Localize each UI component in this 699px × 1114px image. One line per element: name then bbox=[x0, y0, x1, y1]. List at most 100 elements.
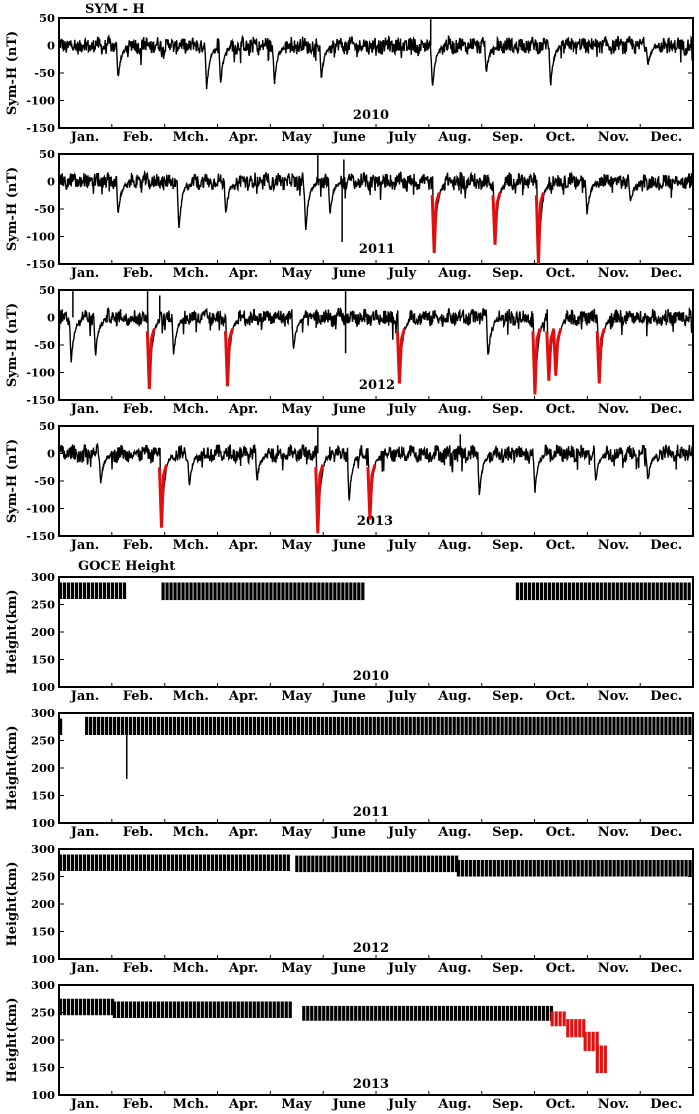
height-bar bbox=[395, 855, 399, 873]
height-bar bbox=[568, 716, 572, 735]
height-bar bbox=[114, 582, 119, 599]
height-bar bbox=[380, 716, 384, 735]
height-bar bbox=[165, 582, 169, 601]
height-bar bbox=[508, 716, 512, 735]
x-tick-label: July bbox=[387, 825, 417, 840]
height-bar bbox=[481, 1005, 486, 1021]
y-tick-label: 150 bbox=[31, 1061, 55, 1075]
x-tick-label: May bbox=[281, 689, 312, 704]
height-bar bbox=[628, 860, 632, 877]
x-tick-label: Mch. bbox=[173, 1097, 209, 1112]
height-bar bbox=[419, 855, 423, 873]
height-bar bbox=[535, 582, 539, 601]
height-bar bbox=[260, 1001, 264, 1018]
height-bar bbox=[216, 1001, 220, 1018]
y-axis-label: Sym-H (nT) bbox=[5, 167, 20, 251]
x-tick-label: Mch. bbox=[173, 689, 209, 704]
height-bar bbox=[138, 854, 143, 871]
height-bar bbox=[390, 1005, 394, 1021]
height-bar bbox=[314, 1005, 318, 1021]
y-tick-label: 150 bbox=[31, 925, 55, 939]
height-bar bbox=[270, 854, 274, 871]
height-bar bbox=[423, 855, 427, 873]
height-bar bbox=[315, 855, 319, 873]
storm-highlight bbox=[545, 328, 556, 381]
x-tick-label: Oct. bbox=[546, 1097, 576, 1112]
height-bar bbox=[616, 860, 620, 877]
height-bar bbox=[378, 1005, 382, 1021]
height-bar bbox=[328, 716, 332, 735]
height-bar bbox=[197, 582, 201, 601]
height-bar bbox=[588, 716, 592, 735]
height-bar bbox=[460, 716, 464, 735]
height-bar bbox=[400, 716, 404, 735]
x-tick-label: Jan. bbox=[70, 402, 100, 417]
height-bar bbox=[304, 716, 308, 735]
height-bar bbox=[600, 860, 604, 877]
storm-highlight bbox=[366, 464, 377, 520]
height-bar bbox=[158, 854, 163, 871]
height-bar bbox=[439, 855, 443, 873]
height-bar bbox=[576, 860, 580, 877]
height-bar bbox=[364, 716, 368, 735]
height-bar bbox=[579, 582, 583, 601]
height-bar bbox=[245, 582, 249, 601]
y-tick-label: 0 bbox=[47, 39, 55, 53]
x-tick-label: Jan. bbox=[70, 266, 100, 281]
height-bar bbox=[132, 1001, 137, 1018]
x-tick-label: Feb. bbox=[123, 961, 153, 976]
height-bar bbox=[237, 582, 241, 601]
height-bar bbox=[232, 1001, 236, 1018]
height-bar bbox=[114, 854, 119, 871]
height-bar bbox=[615, 582, 619, 601]
height-bar bbox=[627, 582, 631, 601]
height-bar bbox=[398, 1005, 402, 1021]
height-bar bbox=[547, 582, 551, 601]
height-bar bbox=[85, 716, 89, 735]
x-tick-label: Dec. bbox=[650, 961, 682, 976]
height-bar bbox=[391, 855, 395, 873]
x-tick-label: Nov. bbox=[598, 825, 629, 840]
height-bar bbox=[234, 854, 238, 871]
height-bar bbox=[262, 854, 266, 871]
height-bar bbox=[194, 854, 199, 871]
height-bar bbox=[555, 582, 559, 601]
x-tick-label: Nov. bbox=[598, 402, 629, 417]
height-bar bbox=[631, 582, 635, 601]
height-bar bbox=[125, 716, 129, 735]
height-bar bbox=[412, 716, 416, 735]
height-bar bbox=[284, 716, 289, 735]
height-bar bbox=[434, 1005, 438, 1021]
y-axis-label: Height(km) bbox=[5, 589, 20, 674]
year-label: 2011 bbox=[353, 805, 389, 820]
height-bar bbox=[74, 854, 79, 871]
height-bar bbox=[388, 716, 392, 735]
height-bar bbox=[587, 582, 591, 601]
height-bar bbox=[121, 716, 125, 735]
height-bar bbox=[229, 582, 233, 601]
height-bar bbox=[266, 854, 270, 871]
y-axis-label: Height(km) bbox=[5, 997, 20, 1082]
height-bar bbox=[443, 855, 447, 873]
x-tick-label: Dec. bbox=[650, 825, 682, 840]
height-bar-red bbox=[582, 1019, 586, 1038]
height-bar bbox=[660, 716, 664, 735]
height-bar-red bbox=[550, 1011, 554, 1027]
height-bar bbox=[525, 1005, 530, 1021]
height-bar bbox=[66, 582, 71, 599]
height-bar bbox=[556, 860, 560, 877]
height-bar bbox=[204, 716, 209, 735]
height-bar-red bbox=[587, 1031, 591, 1051]
height-bar bbox=[82, 854, 87, 871]
height-bar bbox=[109, 716, 113, 735]
height-bar bbox=[110, 998, 115, 1016]
height-bar bbox=[623, 582, 627, 601]
year-label: 2012 bbox=[353, 941, 389, 956]
height-bar bbox=[607, 582, 611, 601]
height-bar bbox=[436, 716, 440, 735]
height-bar bbox=[552, 716, 556, 735]
height-bar bbox=[192, 716, 197, 735]
height-bar bbox=[477, 1005, 482, 1021]
height-bar bbox=[460, 860, 464, 877]
height-bar bbox=[217, 582, 221, 601]
